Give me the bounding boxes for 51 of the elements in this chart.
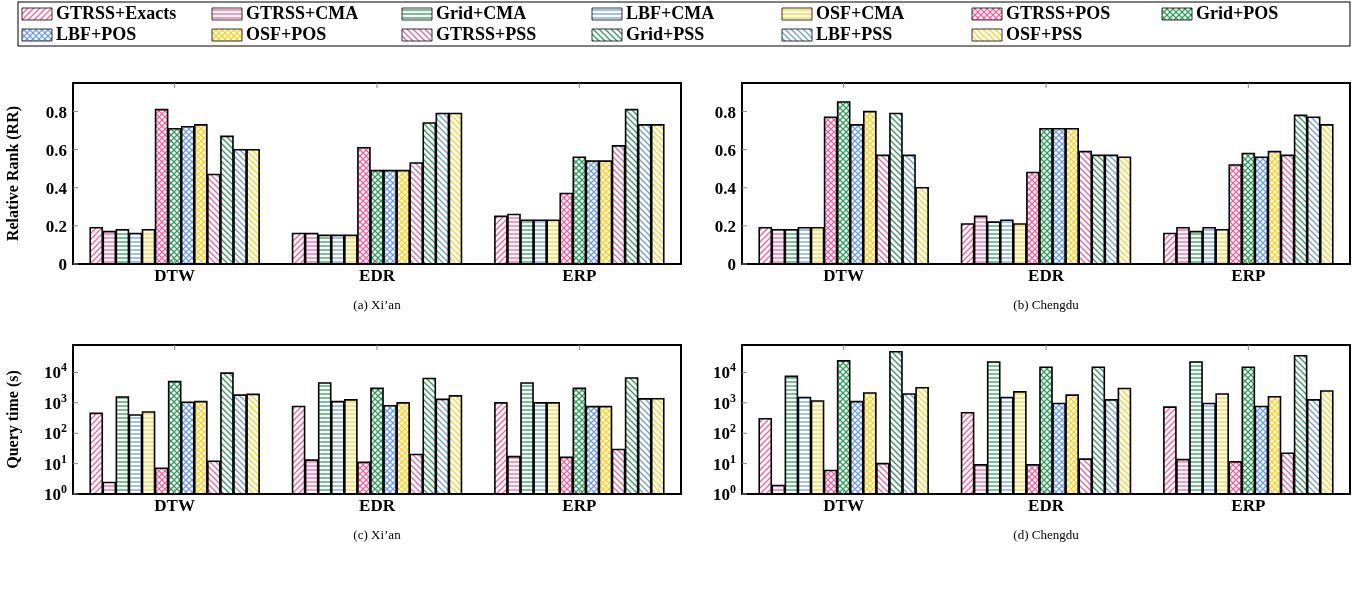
x-tick-label: ERP — [562, 266, 597, 285]
y-axis-title: Query time (s) — [4, 370, 22, 469]
y-tick-label: 10$^{3}$ — [44, 390, 68, 413]
legend-label: LBF+POS — [56, 24, 137, 44]
y-tick-label: 10$^{0}$ — [713, 481, 737, 504]
x-tick-label: DTW — [154, 496, 195, 515]
text: (a) Xi’an — [353, 297, 402, 312]
y-tick-label: 0.2 — [45, 216, 67, 236]
y-tick-label: 0.4 — [45, 178, 68, 198]
y-tick-label: 0.6 — [45, 140, 67, 160]
x-tick-label: EDR — [1028, 496, 1065, 515]
y-tick-label: 0.4 — [714, 178, 737, 198]
y-tick-label: 10$^{0}$ — [44, 481, 68, 504]
x-tick-label: DTW — [823, 266, 864, 285]
x-tick-label: DTW — [154, 266, 195, 285]
legend-label: OSF+POS — [246, 24, 327, 44]
y-tick-label: 0 — [58, 254, 67, 274]
legend-label: OSF+CMA — [816, 3, 905, 23]
y-tick-label: 10$^{2}$ — [44, 421, 68, 444]
y-tick-label: 10$^{1}$ — [44, 451, 68, 474]
x-tick-label: ERP — [1231, 496, 1266, 515]
x-tick-label: EDR — [1028, 266, 1065, 285]
y-tick-label: 0.8 — [714, 102, 736, 122]
y-tick-label: 0.8 — [45, 102, 67, 122]
legend-label: Grid+CMA — [436, 3, 527, 23]
x-tick-label: EDR — [359, 266, 396, 285]
y-tick-label: 0.6 — [714, 140, 736, 160]
legend-label: GTRSS+PSS — [436, 24, 537, 44]
legend-label: LBF+PSS — [816, 24, 893, 44]
y-tick-label: 0.2 — [714, 216, 736, 236]
x-tick-label: ERP — [562, 496, 597, 515]
y-tick-label: 0 — [727, 254, 736, 274]
legend-label: GTRSS+CMA — [246, 3, 359, 23]
x-tick-label: DTW — [823, 496, 864, 515]
legend-label: GTRSS+Exacts — [56, 3, 177, 23]
text: (c) Xi’an — [353, 527, 402, 542]
legend-label: Grid+PSS — [626, 24, 705, 44]
legend-label: LBF+CMA — [626, 3, 715, 23]
y-tick-label: 10$^{2}$ — [713, 421, 737, 444]
y-tick-label: 10$^{4}$ — [713, 360, 737, 383]
x-tick-label: EDR — [359, 496, 396, 515]
y-tick-label: 10$^{1}$ — [713, 451, 737, 474]
y-tick-label: 10$^{4}$ — [44, 360, 68, 383]
y-axis-title: Relative Rank (RR) — [4, 105, 22, 242]
legend-label: OSF+PSS — [1006, 24, 1083, 44]
legend-label: Grid+POS — [1196, 3, 1279, 23]
y-tick-label: 10$^{3}$ — [713, 390, 737, 413]
text: (b) Chengdu — [1013, 297, 1080, 312]
x-tick-label: ERP — [1231, 266, 1266, 285]
legend-label: GTRSS+POS — [1006, 3, 1111, 23]
text: (d) Chengdu — [1013, 527, 1080, 542]
